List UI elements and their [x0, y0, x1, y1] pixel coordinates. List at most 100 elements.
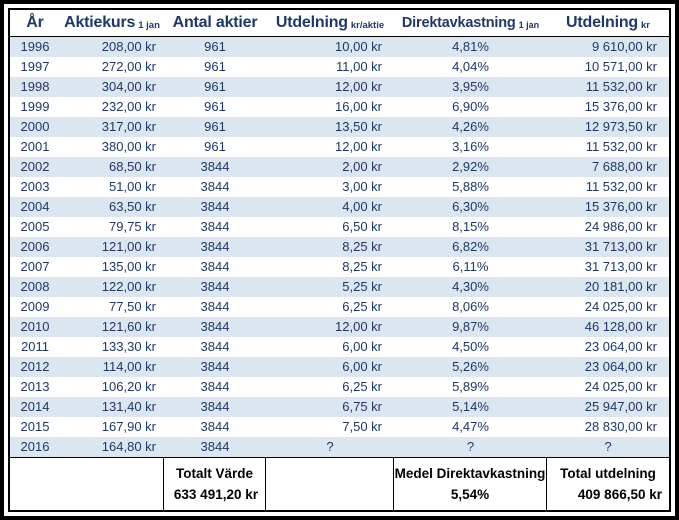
year-cell: 2013 [20, 379, 50, 394]
dividend-per-share-cell: 8,25 kr [342, 239, 382, 254]
year-cell: 2003 [20, 179, 50, 194]
dividend-yield-cell: 2,92% [452, 159, 489, 174]
dividend-per-share-cell: 11,00 kr [335, 59, 382, 74]
table-row-2004: 2004 63,50 kr 3844 4,00 kr 6,30% 15 376,00 kr [10, 197, 669, 217]
total-dividend-cell: 23 064,00 kr [584, 339, 657, 354]
dividend-yield-cell: ? [466, 439, 475, 454]
share-count-cell: 3844 [200, 199, 230, 214]
column-header-unit: kr/aktie [350, 19, 385, 31]
share-price-cell: 232,00 kr [101, 99, 156, 114]
column-header-unit: 1 jan [138, 19, 160, 31]
total-dividend-cell: 46 128,00 kr [584, 319, 657, 334]
dividend-yield-cell: 6,11% [452, 259, 489, 274]
column-header-label: Direktavkastning [401, 15, 516, 31]
share-price-cell: 106,20 kr [101, 379, 156, 394]
dividend-yield-cell: 4,26% [452, 119, 489, 134]
share-count-cell: 3844 [200, 359, 230, 374]
total-dividend-cell: 28 830,00 kr [584, 419, 657, 434]
year-cell: 2014 [20, 399, 50, 414]
total-dividend-cell: 11 532,00 kr [585, 179, 657, 194]
table-row-1996: 1996 208,00 kr 961 10,00 kr 4,81% 9 610,00 kr [10, 37, 669, 57]
year-cell: 2011 [21, 339, 49, 354]
column-header-dividend-yield: Direktavkastning 1 jan [394, 15, 547, 31]
footer-label: Total utdelning [560, 466, 656, 481]
dividend-yield-cell: 3,95% [452, 79, 489, 94]
dividend-table: År Aktiekurs 1 jan Antal aktier Utdelning kr/… [8, 8, 671, 512]
table-row-1999: 1999 232,00 kr 961 16,00 kr 6,90% 15 376,00 k… [10, 97, 669, 117]
total-dividend-cell: 10 571,00 kr [584, 59, 657, 74]
dividend-yield-cell: 6,82% [452, 239, 489, 254]
share-price-cell: 79,75 kr [109, 219, 156, 234]
dividend-per-share-cell: 8,25 kr [342, 259, 382, 274]
table-row-2014: 2014 131,40 kr 3844 6,75 kr 5,14% 25 947,00 k… [10, 397, 669, 417]
share-price-cell: 272,00 kr [101, 59, 156, 74]
total-dividend-cell: 23 064,00 kr [584, 359, 657, 374]
share-count-cell: 3844 [200, 319, 230, 334]
dividend-per-share-cell: 6,00 kr [342, 359, 382, 374]
dividend-per-share-cell: 3,00 kr [342, 179, 382, 194]
column-header-label: Utdelning [275, 14, 348, 31]
table-row-2003: 2003 51,00 kr 3844 3,00 kr 5,88% 11 532,00 kr [10, 177, 669, 197]
footer-spacer-mid [266, 458, 394, 510]
footer-total-dividend: Total utdelning 409 866,50 kr [547, 458, 669, 510]
year-cell: 1997 [20, 59, 50, 74]
table-row-2006: 2006 121,00 kr 3844 8,25 kr 6,82% 31 713,00 k… [10, 237, 669, 257]
year-cell: 2015 [20, 419, 50, 434]
dividend-per-share-cell: 4,00 kr [342, 199, 382, 214]
table-row-2015: 2015 167,90 kr 3844 7,50 kr 4,47% 28 830,00 k… [10, 417, 669, 437]
dividend-per-share-cell: 12,00 kr [335, 79, 382, 94]
dividend-per-share-cell: 16,00 kr [335, 99, 382, 114]
column-header-label: Aktiekurs [64, 14, 136, 31]
column-header-total-dividend: Utdelning kr [547, 14, 669, 32]
table-header-row: År Aktiekurs 1 jan Antal aktier Utdelning kr/… [10, 10, 669, 37]
table-row-2016: 2016 164,80 kr 3844??? [10, 437, 669, 457]
table-row-2001: 2001 380,00 kr 961 12,00 kr 3,16% 11 532,00 k… [10, 137, 669, 157]
column-header-unit: kr [640, 19, 650, 31]
footer-label: Totalt Värde [175, 466, 253, 481]
dividend-yield-cell: 3,16% [452, 139, 489, 154]
dividend-per-share-cell: ? [326, 439, 334, 454]
dividend-yield-cell: 5,89% [452, 379, 489, 394]
year-cell: 2000 [20, 119, 50, 134]
table-row-2012: 2012 114,00 kr 3844 6,00 kr 5,26% 23 064,00 k… [10, 357, 669, 377]
year-cell: 2001 [20, 139, 50, 154]
table-row-2007: 2007 135,00 kr 3844 8,25 kr 6,11% 31 713,00 k… [10, 257, 669, 277]
share-count-cell: 3844 [200, 339, 230, 354]
share-count-cell: 3844 [200, 159, 230, 174]
dividend-yield-cell: 8,06% [452, 299, 489, 314]
table-row-2013: 2013 106,20 kr 3844 6,25 kr 5,89% 24 025,00 k… [10, 377, 669, 397]
table-row-2009: 2009 77,50 kr 3844 6,25 kr 8,06% 24 025,00 kr [10, 297, 669, 317]
dividend-yield-cell: 4,30% [452, 279, 489, 294]
dividend-per-share-cell: 12,00 kr [335, 139, 382, 154]
total-dividend-cell: 9 610,00 kr [591, 39, 657, 54]
share-price-cell: 208,00 kr [101, 39, 156, 54]
dividend-per-share-cell: 2,00 kr [342, 159, 382, 174]
share-count-cell: 961 [204, 39, 226, 54]
column-header-label: År [26, 14, 44, 31]
share-count-cell: 3844 [200, 219, 230, 234]
dividend-yield-cell: 6,30% [452, 199, 489, 214]
share-price-cell: 114,00 kr [102, 359, 156, 374]
share-count-cell: 3844 [200, 179, 230, 194]
dividend-per-share-cell: 10,00 kr [335, 39, 382, 54]
share-count-cell: 3844 [200, 379, 230, 394]
share-count-cell: 3844 [200, 399, 230, 414]
share-count-cell: 3844 [200, 239, 230, 254]
year-cell: 1999 [20, 99, 50, 114]
share-count-cell: 961 [204, 99, 226, 114]
share-count-cell: 3844 [200, 299, 230, 314]
share-price-cell: 68,50 kr [109, 159, 156, 174]
table-row-2002: 2002 68,50 kr 3844 2,00 kr 2,92% 7 688,00 kr [10, 157, 669, 177]
table-row-1998: 1998 304,00 kr 961 12,00 kr 3,95% 11 532,00 k… [10, 77, 669, 97]
dividend-yield-cell: 6,90% [452, 99, 489, 114]
share-count-cell: 961 [204, 79, 226, 94]
year-cell: 2010 [20, 319, 50, 334]
year-cell: 2005 [20, 219, 50, 234]
share-price-cell: 121,00 kr [101, 239, 156, 254]
dividend-per-share-cell: 5,25 kr [342, 279, 382, 294]
dividend-yield-cell: 4,50% [452, 339, 489, 354]
footer-value: 409 866,50 kr [577, 487, 662, 502]
year-cell: 2012 [20, 359, 50, 374]
column-header-share-price: Aktiekurs 1 jan [60, 14, 164, 32]
year-cell: 2007 [20, 259, 50, 274]
